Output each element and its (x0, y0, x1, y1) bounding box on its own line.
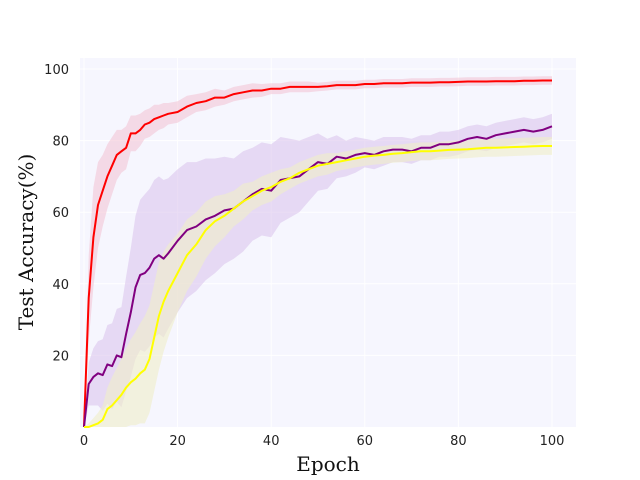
series-lines (83, 79, 553, 428)
y-tick-label: 40 (52, 278, 69, 293)
x-tick-label: 40 (263, 434, 280, 449)
x-tick-label: 0 (80, 434, 88, 449)
series-line-0 (83, 79, 552, 428)
y-tick-label: 80 (52, 135, 69, 150)
y-axis-label: Test Accuracy(%) (14, 154, 38, 331)
x-axis-label: Epoch (296, 452, 360, 476)
x-tick-label: 60 (357, 434, 374, 449)
confidence-band-1 (84, 113, 552, 428)
series-line-2 (84, 145, 552, 428)
y-tick-label: 100 (44, 63, 69, 78)
x-tick-label: 100 (540, 434, 565, 449)
y-tick-label: 60 (52, 206, 69, 221)
confidence-band-2 (84, 137, 552, 427)
confidence-bands (84, 76, 552, 428)
tick-labels: 0 20 40 60 80 100 20 40 60 80 100 (44, 63, 564, 449)
y-tick-label: 20 (52, 349, 69, 364)
x-tick-label: 80 (450, 434, 467, 449)
x-tick-label: 20 (169, 434, 186, 449)
